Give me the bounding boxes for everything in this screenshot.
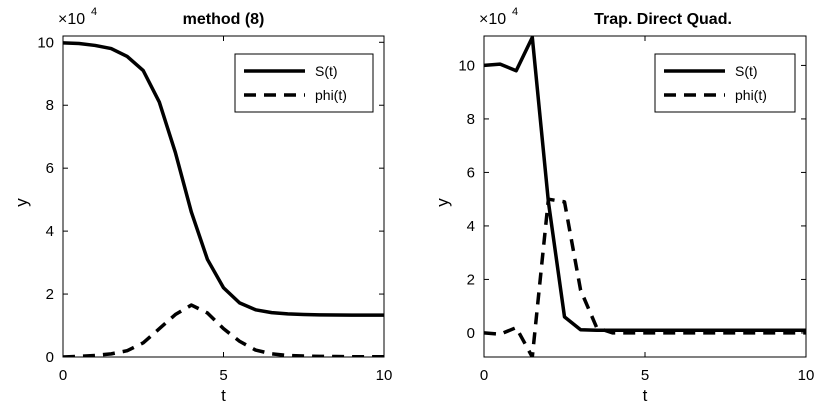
chart-title: method (8) — [183, 11, 265, 28]
series-line-phi — [63, 303, 384, 357]
y-tick-label: 6 — [46, 160, 54, 177]
legend: S(t) phi(t) — [654, 53, 796, 113]
y-multiplier: ×10 — [479, 11, 506, 28]
legend: S(t) phi(t) — [234, 53, 374, 113]
y-tick-label: 2 — [467, 271, 475, 288]
y-multiplier: ×10 — [58, 11, 85, 28]
chart-title: Trap. Direct Quad. — [594, 11, 732, 28]
y-tick-label: 2 — [46, 286, 54, 303]
y-axis-label: y — [12, 198, 31, 207]
legend-label: phi(t) — [315, 87, 347, 103]
x-tick-label: 0 — [480, 367, 488, 384]
y-tick-label: 6 — [467, 164, 475, 181]
y-tick-label: 0 — [467, 325, 475, 342]
legend-box — [234, 53, 374, 113]
legend-label: phi(t) — [735, 87, 767, 103]
x-tick-label: 5 — [219, 367, 227, 384]
x-tick-label: 0 — [59, 367, 67, 384]
x-axis-label: t — [221, 386, 226, 405]
y-multiplier-exponent: 4 — [91, 6, 97, 18]
y-tick-label: 10 — [37, 34, 54, 51]
chart-panel-2: 0 5 10 0 2 4 6 8 10 t y ×10 4 Trap. Direct Quad. S(t) p… — [433, 6, 814, 405]
y-tick-label: 10 — [458, 57, 475, 74]
legend-label: S(t) — [735, 63, 758, 79]
y-multiplier-exponent: 4 — [512, 6, 518, 18]
chart-panel-1: 0 5 10 0 2 4 6 8 10 t y ×10 4 method (8) S(t) phi(t) — [12, 6, 392, 405]
x-tick-label: 10 — [376, 367, 393, 384]
y-tick-label: 4 — [46, 223, 54, 240]
y-tick-label: 8 — [46, 97, 54, 114]
legend-label: S(t) — [315, 63, 338, 79]
series-line-s — [484, 36, 806, 332]
y-axis-label: y — [433, 198, 452, 207]
legend-box — [654, 53, 796, 113]
y-tick-label: 0 — [46, 349, 54, 366]
x-axis-label: t — [643, 386, 648, 405]
y-tick-label: 8 — [467, 111, 475, 128]
series-line-phi — [484, 197, 806, 357]
x-tick-label: 10 — [798, 367, 815, 384]
series-line-s — [63, 41, 384, 317]
y-tick-label: 4 — [467, 218, 475, 235]
x-tick-label: 5 — [641, 367, 649, 384]
